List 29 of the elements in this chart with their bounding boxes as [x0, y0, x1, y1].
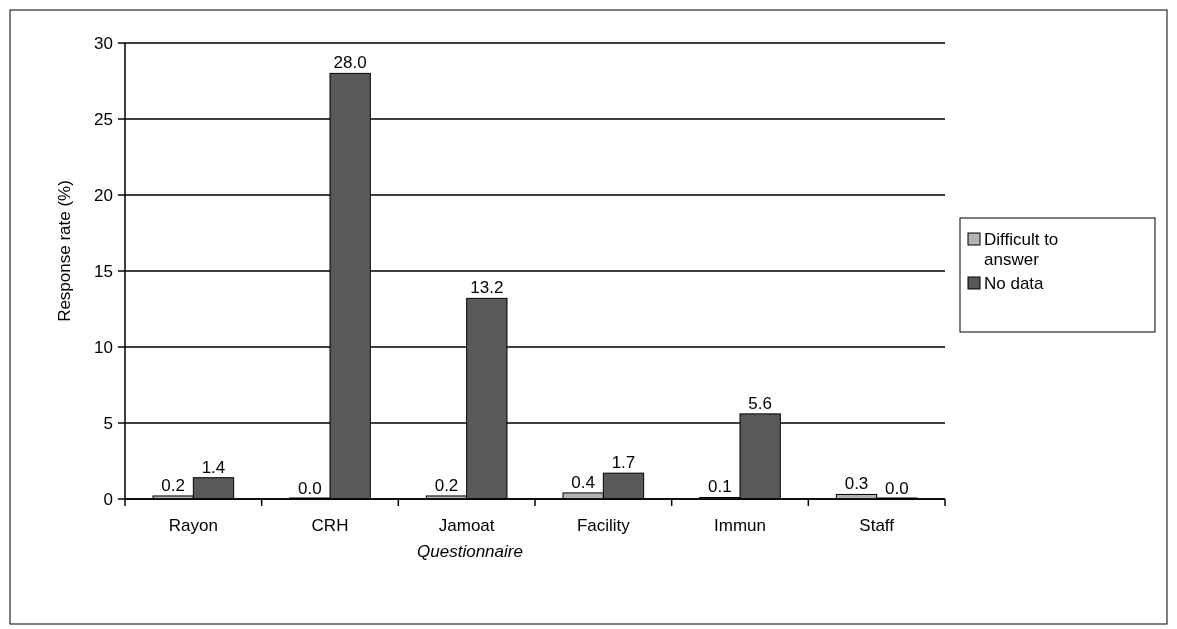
x-tick-label: CRH	[311, 516, 349, 535]
y-tick-label: 10	[94, 338, 113, 357]
data-label: 0.0	[885, 479, 909, 498]
data-label: 1.7	[611, 453, 636, 473]
x-tick-label: Rayon	[168, 516, 218, 535]
data-label: 0.2	[161, 475, 185, 495]
legend-label: Difficult to answer	[984, 230, 1059, 269]
x-axis-title: Questionnaire	[417, 542, 523, 561]
data-label: 5.6	[748, 393, 772, 413]
y-tick-label: 30	[94, 34, 113, 53]
x-tick-label: Facility	[576, 516, 631, 535]
y-tick-label: 15	[94, 262, 113, 281]
x-tick-label: Jamoat	[438, 516, 495, 535]
data-label: 0.4	[571, 472, 595, 492]
data-label: 0.1	[708, 477, 732, 497]
data-label: 1.4	[201, 457, 226, 477]
x-tick-label: Immun	[714, 516, 766, 535]
data-label: 13.2	[470, 278, 504, 298]
y-tick-label: 5	[103, 414, 113, 433]
data-label: 0.0	[298, 479, 322, 498]
data-label: 28.0	[333, 53, 367, 73]
data-label: 0.3	[844, 474, 869, 494]
y-axis-title: Response rate (%)	[55, 180, 74, 322]
y-tick-label: 25	[94, 110, 113, 129]
data-label: 0.2	[434, 475, 459, 495]
x-tick-label: Staff	[859, 516, 895, 535]
y-tick-label: 0	[103, 490, 113, 509]
y-tick-label: 20	[94, 186, 113, 205]
legend-label: No data	[984, 274, 1045, 293]
